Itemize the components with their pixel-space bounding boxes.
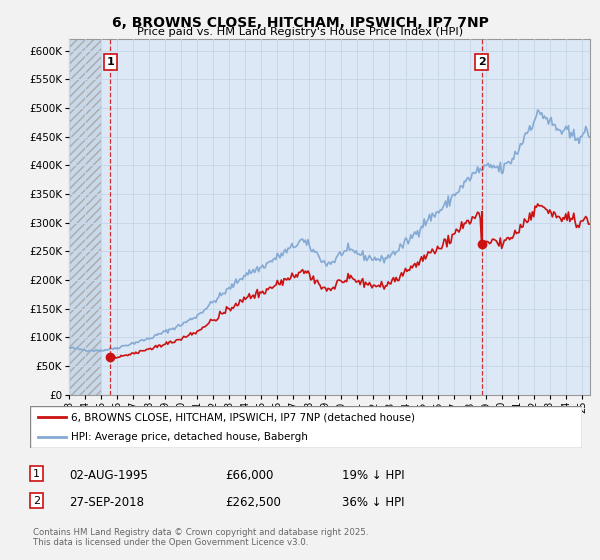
- Text: 02-AUG-1995: 02-AUG-1995: [69, 469, 148, 482]
- Text: Price paid vs. HM Land Registry's House Price Index (HPI): Price paid vs. HM Land Registry's House …: [137, 27, 463, 37]
- Text: 27-SEP-2018: 27-SEP-2018: [69, 496, 144, 508]
- Text: 36% ↓ HPI: 36% ↓ HPI: [342, 496, 404, 508]
- Text: HPI: Average price, detached house, Babergh: HPI: Average price, detached house, Babe…: [71, 432, 308, 442]
- FancyBboxPatch shape: [30, 406, 582, 448]
- Text: Contains HM Land Registry data © Crown copyright and database right 2025.
This d: Contains HM Land Registry data © Crown c…: [33, 528, 368, 547]
- Text: 6, BROWNS CLOSE, HITCHAM, IPSWICH, IP7 7NP (detached house): 6, BROWNS CLOSE, HITCHAM, IPSWICH, IP7 7…: [71, 412, 415, 422]
- Text: £262,500: £262,500: [225, 496, 281, 508]
- Text: 1: 1: [33, 469, 40, 479]
- Text: 19% ↓ HPI: 19% ↓ HPI: [342, 469, 404, 482]
- Bar: [69, 39, 101, 395]
- Text: £66,000: £66,000: [225, 469, 274, 482]
- Text: 6, BROWNS CLOSE, HITCHAM, IPSWICH, IP7 7NP: 6, BROWNS CLOSE, HITCHAM, IPSWICH, IP7 7…: [112, 16, 488, 30]
- Text: 2: 2: [33, 496, 40, 506]
- Text: 1: 1: [107, 57, 114, 67]
- Text: 2: 2: [478, 57, 485, 67]
